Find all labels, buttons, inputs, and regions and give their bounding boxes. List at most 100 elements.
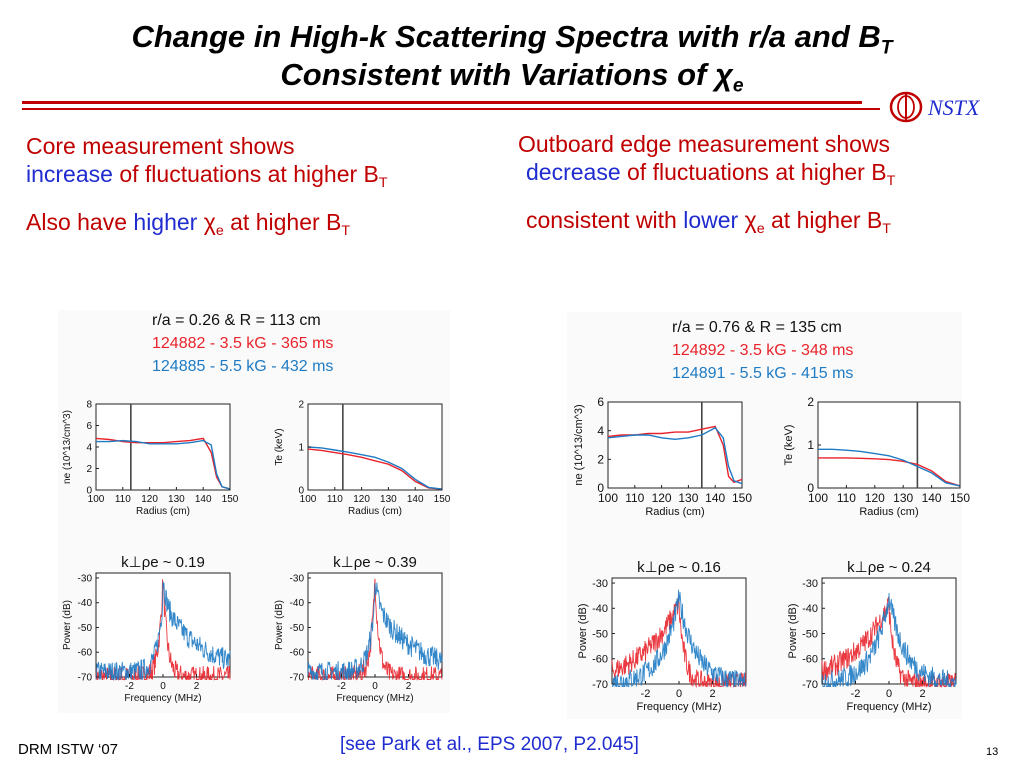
x-tick-label: 100 — [88, 494, 105, 505]
x-tick-label: 2 — [919, 688, 925, 700]
x-tick-label: 130 — [893, 491, 913, 505]
x-tick-label: 150 — [222, 494, 239, 505]
series-line-124885 — [307, 446, 443, 490]
y-tick-label: 1 — [807, 438, 814, 452]
nstx-logo: NSTX — [889, 91, 981, 123]
x-axis-label: Radius (cm) — [859, 506, 918, 518]
y-axis-label: Te (keV) — [783, 425, 795, 466]
left-line-2-text: of fluctuations at higher B — [112, 161, 379, 187]
right-description: Outboard edge measurement shows decrease… — [518, 130, 896, 237]
x-tick-label: 100 — [598, 491, 618, 505]
plot-frame — [307, 403, 443, 491]
y-axis-label: ne (10^13/cm^3) — [573, 404, 585, 485]
x-tick-label: 120 — [652, 491, 672, 505]
y-axis-label: ne (10^13/cm^3) — [62, 410, 73, 484]
y-axis-label: Power (dB) — [62, 600, 73, 650]
x-tick-label: -2 — [641, 688, 651, 700]
y-axis-label: Power (dB) — [787, 603, 799, 658]
x-tick-label: 140 — [407, 494, 424, 505]
x-tick-label: 140 — [705, 491, 725, 505]
title-rule-top — [22, 101, 862, 104]
y-tick-label: 1 — [298, 443, 304, 454]
y-axis-label: Te (keV) — [274, 428, 285, 465]
x-axis-label: Frequency (MHz) — [336, 693, 413, 704]
x-axis-label: Frequency (MHz) — [847, 701, 932, 713]
right-line-2-highlight: decrease — [526, 159, 621, 185]
x-tick-label: 2 — [709, 688, 715, 700]
right-line-3-chi: χ — [738, 207, 757, 233]
spectrum-title: k⊥ρe ~ 0.24 — [847, 559, 931, 576]
right-line-3-highlight: lower — [683, 207, 739, 233]
footer-citation: [see Park et al., EPS 2007, P2.045] — [340, 734, 639, 755]
left-line-2-highlight: increase — [26, 161, 113, 187]
title-line-2-text: Consistent with Variations of — [280, 57, 715, 92]
y-tick-label: 2 — [298, 400, 304, 411]
left-line-1: Core measurement shows — [26, 133, 295, 159]
y-tick-label: 0 — [807, 481, 814, 495]
x-tick-label: -2 — [851, 688, 861, 700]
series-spectrum-124891 — [612, 589, 747, 688]
y-tick-label: -50 — [802, 628, 818, 640]
y-tick-label: 6 — [86, 421, 92, 432]
right-line-2-subscript: T — [886, 172, 896, 189]
x-tick-label: 130 — [678, 491, 698, 505]
chart-L-s1: -2 0 2 -30 -40 -50 -60 -70 Frequency (MHz) Power … — [62, 554, 231, 704]
y-tick-label: -70 — [78, 673, 93, 684]
x-tick-label: 130 — [168, 494, 185, 505]
plot-frame — [95, 403, 231, 491]
y-tick-label: -40 — [78, 598, 93, 609]
right-line-3: consistent with lower χe at higher BT — [518, 206, 895, 237]
y-tick-label: -40 — [592, 603, 608, 615]
spectrum-title: k⊥ρe ~ 0.19 — [121, 554, 205, 571]
title-line-2: Consistent with Variations of χe — [0, 56, 1024, 97]
y-tick-label: 0 — [86, 486, 92, 497]
x-tick-label: 0 — [372, 681, 378, 692]
right-line-3-subscript: T — [882, 220, 891, 237]
x-tick-label: 110 — [327, 494, 343, 505]
spectrum-title: k⊥ρe ~ 0.16 — [637, 559, 721, 576]
y-tick-label: 4 — [597, 424, 604, 438]
spectrum-title: k⊥ρe ~ 0.39 — [333, 554, 417, 571]
y-tick-label: -50 — [290, 623, 305, 634]
title-line-2-subscript: e — [732, 75, 744, 97]
title-line-1: Change in High-k Scattering Spectra with… — [0, 18, 1024, 58]
right-panel-location: r/a = 0.76 & R = 135 cm — [672, 319, 842, 336]
left-panel-shot-blue: 124885 - 5.5 kG - 432 ms — [152, 358, 334, 375]
footer-left: DRM ISTW ‘07 — [18, 741, 119, 758]
nstx-logo-text: NSTX — [927, 95, 981, 120]
x-axis-label: Radius (cm) — [645, 506, 704, 518]
right-line-1: Outboard edge measurement shows — [518, 131, 891, 157]
chart-R-s1: -2 0 2 -30 -40 -50 -60 -70 Frequency (MHz) Power … — [577, 559, 747, 713]
x-tick-label: -2 — [125, 681, 134, 692]
right-line-3-text-a: consistent with — [526, 207, 684, 233]
y-tick-label: -60 — [78, 648, 93, 659]
right-panel-shot-red: 124892 - 3.5 kG - 348 ms — [672, 342, 854, 359]
plot-frame — [607, 401, 743, 489]
left-line-3-text-b: at higher B — [223, 209, 342, 235]
title-line-1-text: Change in High-k Scattering Spectra with… — [131, 19, 881, 54]
y-tick-label: -40 — [802, 603, 818, 615]
y-tick-label: -30 — [802, 578, 818, 590]
x-tick-label: 0 — [160, 681, 166, 692]
x-tick-label: 2 — [406, 681, 412, 692]
left-description: Core measurement shows increase of fluct… — [26, 132, 388, 238]
y-tick-label: -70 — [290, 673, 305, 684]
y-tick-label: 2 — [86, 464, 92, 475]
slide-title: Change in High-k Scattering Spectra with… — [0, 18, 1024, 97]
y-tick-label: 8 — [86, 400, 92, 411]
right-line-3-text-b: at higher B — [764, 207, 883, 233]
x-axis-label: Radius (cm) — [348, 506, 402, 517]
series-line-124882 — [95, 437, 231, 490]
y-tick-label: 0 — [597, 481, 604, 495]
series-line-124891 — [607, 426, 743, 485]
y-tick-label: -40 — [290, 598, 305, 609]
series-line-124885 — [96, 439, 231, 490]
y-tick-label: -50 — [592, 628, 608, 640]
left-panel-shot-red: 124882 - 3.5 kG - 365 ms — [152, 335, 334, 352]
right-line-2: decrease of fluctuations at higher BT — [518, 158, 896, 189]
series-spectrum-124891 — [821, 593, 957, 687]
y-tick-label: 4 — [86, 443, 92, 454]
right-panel-shot-blue: 124891 - 5.5 kG - 415 ms — [672, 365, 854, 382]
y-tick-label: -60 — [290, 648, 305, 659]
